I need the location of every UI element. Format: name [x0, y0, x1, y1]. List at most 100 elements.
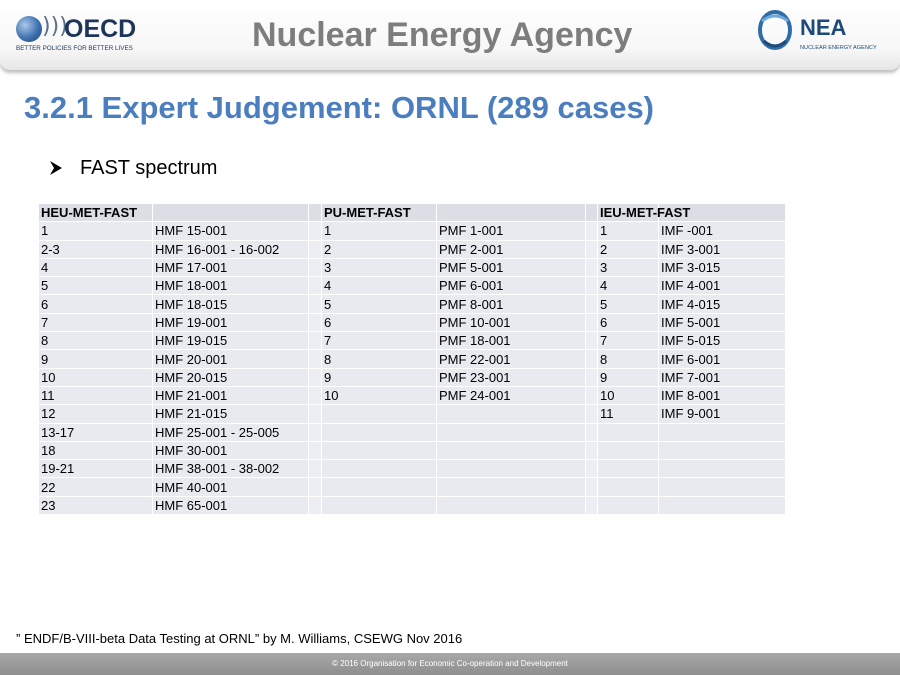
table-cell [597, 422, 659, 442]
separator-cell [308, 294, 322, 314]
separator-cell [585, 477, 598, 497]
separator-cell [308, 257, 322, 278]
table-cell: 7 [38, 312, 153, 333]
nea-logo[interactable]: NEA NUCLEAR ENERGY AGENCY [756, 9, 891, 57]
table-cell: 9 [38, 349, 153, 369]
table-cell: 1 [597, 221, 659, 241]
separator-cell [308, 422, 322, 442]
table-cell: HMF 17-001 [152, 257, 309, 278]
table-cell: HMF 18-015 [152, 294, 309, 314]
globe-icon [16, 16, 42, 42]
table-cell: IMF 9-001 [658, 404, 786, 424]
nea-wordmark: NEA [800, 15, 847, 40]
separator-cell [585, 221, 598, 241]
table-cell [597, 477, 659, 497]
oecd-logo[interactable]: ))) OECD BETTER POLICIES FOR BETTER LIVE… [14, 14, 139, 56]
table-cell: HMF 30-001 [152, 440, 309, 461]
separator-cell [585, 349, 598, 369]
table-cell [321, 440, 437, 461]
separator-cell [308, 331, 322, 351]
copyright-text: © 2016 Organisation for Economic Co-oper… [332, 659, 568, 668]
header-heu-met-fast: HEU-MET-FAST [38, 202, 153, 223]
separator-cell [585, 312, 598, 333]
table-cell: 3 [321, 257, 437, 278]
separator-cell [585, 294, 598, 314]
header-cell [152, 202, 309, 223]
table-cell [597, 440, 659, 461]
table-cell: HMF 16-001 - 16-002 [152, 239, 309, 259]
table-cell: HMF 21-015 [152, 404, 309, 424]
table-cell: IMF 4-001 [658, 276, 786, 296]
table-cell: 12 [38, 404, 153, 424]
table-cell: 13-17 [38, 422, 153, 442]
table-cell: PMF 5-001 [436, 257, 586, 278]
table-cell: 8 [597, 349, 659, 369]
table-cell: IMF -001 [658, 221, 786, 241]
oecd-wordmark: OECD [64, 15, 137, 43]
table-cell: HMF 18-001 [152, 276, 309, 296]
separator-cell [308, 202, 322, 223]
table-cell: PMF 2-001 [436, 239, 586, 259]
table-cell [436, 404, 586, 424]
oecd-tagline: BETTER POLICIES FOR BETTER LIVES [16, 45, 133, 52]
table-cell: PMF 10-001 [436, 312, 586, 333]
separator-cell [308, 312, 322, 333]
table-cell: HMF 19-015 [152, 331, 309, 351]
table-cell: 23 [38, 495, 153, 516]
table-row: 19-21 HMF 38-001 - 38-002 [38, 459, 786, 479]
table-row: 23 HMF 65-001 [38, 495, 786, 516]
separator-cell [308, 221, 322, 241]
table-cell: PMF 23-001 [436, 367, 586, 387]
table-row: 13-17 HMF 25-001 - 25-005 [38, 422, 786, 442]
table-cell: 7 [321, 331, 437, 351]
footer-bar: © 2016 Organisation for Economic Co-oper… [0, 653, 900, 675]
table-cell: HMF 40-001 [152, 477, 309, 497]
table-row: 4 HMF 17-001 3 PMF 5-001 3 IMF 3-015 [38, 257, 786, 278]
table-cell: HMF 15-001 [152, 221, 309, 241]
table-cell [321, 459, 437, 479]
table-cell: PMF 6-001 [436, 276, 586, 296]
separator-cell [308, 477, 322, 497]
table-cell: HMF 65-001 [152, 495, 309, 516]
separator-cell [308, 440, 322, 461]
table-cell: 19-21 [38, 459, 153, 479]
table-cell: 8 [321, 349, 437, 369]
table-cell [321, 404, 437, 424]
table-cell [321, 495, 437, 516]
table-cell [658, 422, 786, 442]
table-cell: 22 [38, 477, 153, 497]
separator-cell [308, 459, 322, 479]
separator-cell [585, 385, 598, 406]
table-cell: 4 [38, 257, 153, 278]
table-cell: 6 [321, 312, 437, 333]
table-row: 11 HMF 21-001 10 PMF 24-001 10 IMF 8-001 [38, 385, 786, 406]
table-cell: IMF 7-001 [658, 367, 786, 387]
header-ieu-met-fast: IEU-MET-FAST [597, 202, 690, 223]
separator-cell [585, 367, 598, 387]
separator-cell [585, 459, 598, 479]
table-row: 22 HMF 40-001 [38, 477, 786, 497]
table-cell: 3 [597, 257, 659, 278]
arrow-bullet-icon [50, 161, 62, 175]
table-cell: 9 [321, 367, 437, 387]
table-row: 6 HMF 18-015 5 PMF 8-001 5 IMF 4-015 [38, 294, 786, 314]
separator-cell [585, 422, 598, 442]
agency-title: Nuclear Energy Agency [252, 16, 633, 54]
table-cell: IMF 3-015 [658, 257, 786, 278]
table-cell [436, 440, 586, 461]
table-cell: 1 [321, 221, 437, 241]
table-cell: 7 [597, 331, 659, 351]
table-cell [436, 459, 586, 479]
table-cell: 8 [38, 331, 153, 351]
table-cell: 10 [597, 385, 659, 406]
table-cell [597, 459, 659, 479]
table-cell: 11 [597, 404, 659, 424]
header-cell [658, 202, 786, 223]
table-cell: 18 [38, 440, 153, 461]
separator-cell [585, 404, 598, 424]
table-cell: 2 [597, 239, 659, 259]
slide-title: 3.2.1 Expert Judgement: ORNL (289 cases) [24, 90, 655, 125]
table-cell: 11 [38, 385, 153, 406]
table-cell [436, 495, 586, 516]
